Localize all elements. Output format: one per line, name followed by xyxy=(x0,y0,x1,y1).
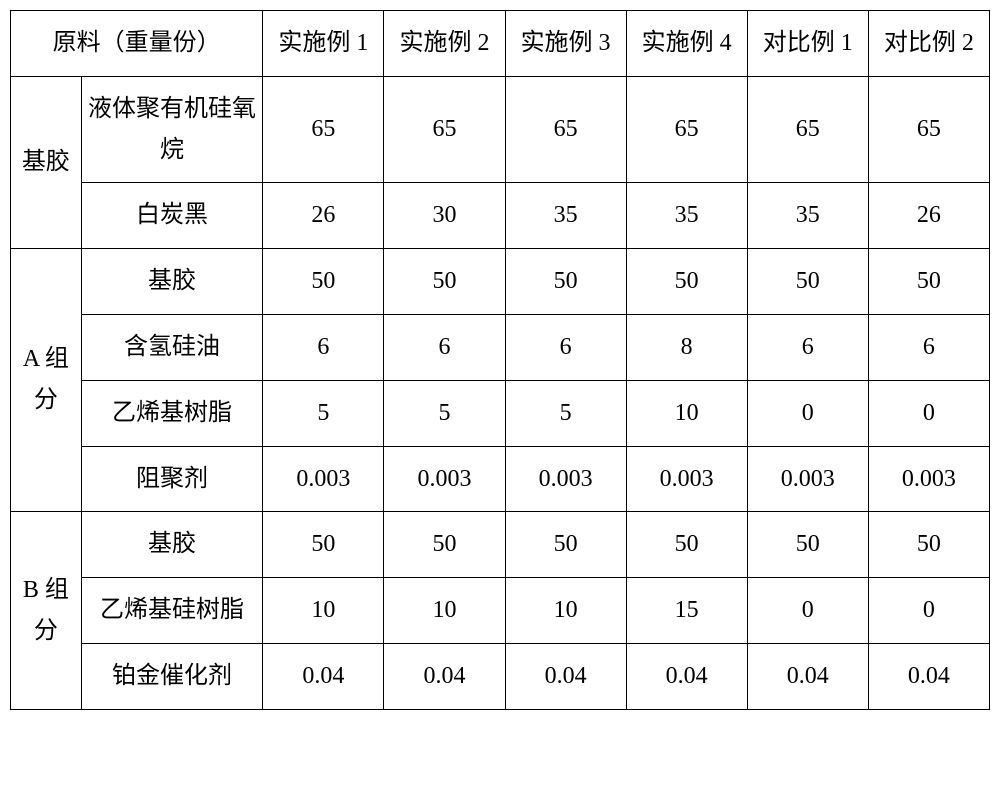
table-row: A 组分基胶505050505050 xyxy=(11,249,990,315)
data-cell: 50 xyxy=(747,249,868,315)
data-cell: 65 xyxy=(868,76,989,183)
data-cell: 0.04 xyxy=(505,643,626,709)
data-cell: 15 xyxy=(626,578,747,644)
col-header-1: 实施例 2 xyxy=(384,11,505,77)
item-label: 含氢硅油 xyxy=(81,314,263,380)
data-cell: 35 xyxy=(747,183,868,249)
data-cell: 0.003 xyxy=(868,446,989,512)
data-cell: 10 xyxy=(384,578,505,644)
col-header-0: 实施例 1 xyxy=(263,11,384,77)
data-cell: 0.04 xyxy=(747,643,868,709)
data-cell: 10 xyxy=(505,578,626,644)
data-cell: 50 xyxy=(868,512,989,578)
data-cell: 5 xyxy=(263,380,384,446)
table-body: 基胶液体聚有机硅氧烷656565656565白炭黑263035353526A 组… xyxy=(11,76,990,709)
table-row: 含氢硅油666866 xyxy=(11,314,990,380)
data-cell: 26 xyxy=(263,183,384,249)
data-cell: 0 xyxy=(747,380,868,446)
data-cell: 35 xyxy=(626,183,747,249)
data-cell: 65 xyxy=(384,76,505,183)
materials-table: 原料（重量份） 实施例 1 实施例 2 实施例 3 实施例 4 对比例 1 对比… xyxy=(10,10,990,710)
table-row: 阻聚剂0.0030.0030.0030.0030.0030.003 xyxy=(11,446,990,512)
data-cell: 35 xyxy=(505,183,626,249)
data-cell: 0 xyxy=(868,380,989,446)
item-label: 乙烯基树脂 xyxy=(81,380,263,446)
data-cell: 50 xyxy=(505,249,626,315)
data-cell: 10 xyxy=(626,380,747,446)
table-row: 乙烯基硅树脂1010101500 xyxy=(11,578,990,644)
data-cell: 6 xyxy=(505,314,626,380)
col-header-4: 对比例 1 xyxy=(747,11,868,77)
data-cell: 0.003 xyxy=(263,446,384,512)
data-cell: 8 xyxy=(626,314,747,380)
data-cell: 0.003 xyxy=(384,446,505,512)
data-cell: 65 xyxy=(626,76,747,183)
item-label: 白炭黑 xyxy=(81,183,263,249)
group-label: A 组分 xyxy=(11,249,82,512)
item-label: 铂金催化剂 xyxy=(81,643,263,709)
data-cell: 0.04 xyxy=(626,643,747,709)
table-row: 铂金催化剂0.040.040.040.040.040.04 xyxy=(11,643,990,709)
data-cell: 0.04 xyxy=(384,643,505,709)
data-cell: 50 xyxy=(626,249,747,315)
data-cell: 6 xyxy=(263,314,384,380)
data-cell: 0.003 xyxy=(505,446,626,512)
col-header-5: 对比例 2 xyxy=(868,11,989,77)
data-cell: 0 xyxy=(747,578,868,644)
col-header-3: 实施例 4 xyxy=(626,11,747,77)
data-cell: 6 xyxy=(868,314,989,380)
data-cell: 0 xyxy=(868,578,989,644)
data-cell: 50 xyxy=(868,249,989,315)
group-header-cell: 原料（重量份） xyxy=(11,11,263,77)
data-cell: 65 xyxy=(263,76,384,183)
data-cell: 65 xyxy=(747,76,868,183)
data-cell: 0.003 xyxy=(747,446,868,512)
item-label: 乙烯基硅树脂 xyxy=(81,578,263,644)
data-cell: 50 xyxy=(626,512,747,578)
data-cell: 5 xyxy=(384,380,505,446)
data-cell: 50 xyxy=(384,249,505,315)
header-row: 原料（重量份） 实施例 1 实施例 2 实施例 3 实施例 4 对比例 1 对比… xyxy=(11,11,990,77)
table-row: B 组分基胶505050505050 xyxy=(11,512,990,578)
data-cell: 0.04 xyxy=(868,643,989,709)
data-cell: 5 xyxy=(505,380,626,446)
data-cell: 0.04 xyxy=(263,643,384,709)
item-label: 基胶 xyxy=(81,512,263,578)
table-row: 乙烯基树脂5551000 xyxy=(11,380,990,446)
item-label: 阻聚剂 xyxy=(81,446,263,512)
data-cell: 10 xyxy=(263,578,384,644)
table-row: 白炭黑263035353526 xyxy=(11,183,990,249)
data-cell: 6 xyxy=(384,314,505,380)
data-cell: 30 xyxy=(384,183,505,249)
data-cell: 26 xyxy=(868,183,989,249)
data-cell: 50 xyxy=(263,512,384,578)
item-label: 液体聚有机硅氧烷 xyxy=(81,76,263,183)
data-cell: 6 xyxy=(747,314,868,380)
data-cell: 50 xyxy=(384,512,505,578)
table-row: 基胶液体聚有机硅氧烷656565656565 xyxy=(11,76,990,183)
data-cell: 50 xyxy=(505,512,626,578)
group-label: B 组分 xyxy=(11,512,82,709)
col-header-2: 实施例 3 xyxy=(505,11,626,77)
data-cell: 50 xyxy=(263,249,384,315)
item-label: 基胶 xyxy=(81,249,263,315)
data-cell: 0.003 xyxy=(626,446,747,512)
group-label: 基胶 xyxy=(11,76,82,248)
data-cell: 50 xyxy=(747,512,868,578)
data-cell: 65 xyxy=(505,76,626,183)
